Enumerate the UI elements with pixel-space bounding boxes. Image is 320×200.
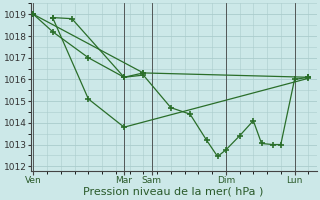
X-axis label: Pression niveau de la mer( hPa ): Pression niveau de la mer( hPa ) <box>84 187 264 197</box>
